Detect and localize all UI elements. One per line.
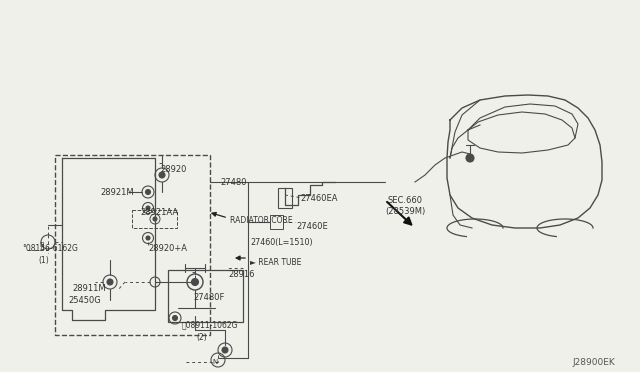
Text: (28539M): (28539M): [385, 207, 425, 216]
Circle shape: [222, 347, 228, 353]
Text: 27460E: 27460E: [296, 222, 328, 231]
Text: RADIATOR CORE: RADIATOR CORE: [230, 216, 292, 225]
Text: 28921AA: 28921AA: [140, 208, 178, 217]
Circle shape: [146, 206, 150, 210]
Text: N: N: [212, 359, 218, 365]
Circle shape: [466, 154, 474, 162]
Text: (1): (1): [38, 256, 49, 265]
Text: J28900EK: J28900EK: [572, 358, 615, 367]
Text: 28920: 28920: [160, 165, 186, 174]
Circle shape: [145, 189, 150, 195]
Text: 27460(L=1510): 27460(L=1510): [250, 238, 312, 247]
Circle shape: [173, 315, 177, 321]
Text: 28920+A: 28920+A: [148, 244, 187, 253]
Text: 28911M: 28911M: [72, 284, 106, 293]
Text: °08146-6162G: °08146-6162G: [22, 244, 78, 253]
Text: (2): (2): [196, 333, 207, 342]
Bar: [168, 270, 243, 322]
Text: 27480: 27480: [220, 178, 246, 187]
Text: 28916: 28916: [228, 270, 255, 279]
Text: ► REAR TUBE: ► REAR TUBE: [250, 258, 301, 267]
Bar: [55, 155, 210, 335]
Circle shape: [191, 279, 198, 285]
Text: B: B: [40, 242, 44, 248]
Circle shape: [159, 172, 165, 178]
Circle shape: [107, 279, 113, 285]
Text: SEC.660: SEC.660: [388, 196, 423, 205]
Circle shape: [146, 236, 150, 240]
Text: 28921M: 28921M: [100, 188, 134, 197]
Circle shape: [153, 217, 157, 221]
Bar: [278, 188, 292, 208]
Bar: [132, 210, 177, 228]
Text: 27480F: 27480F: [193, 293, 225, 302]
Text: 25450G: 25450G: [68, 296, 100, 305]
Bar: [270, 215, 283, 229]
Text: ⓝ08911-1062G: ⓝ08911-1062G: [182, 320, 239, 329]
Text: 27460EA: 27460EA: [300, 194, 337, 203]
